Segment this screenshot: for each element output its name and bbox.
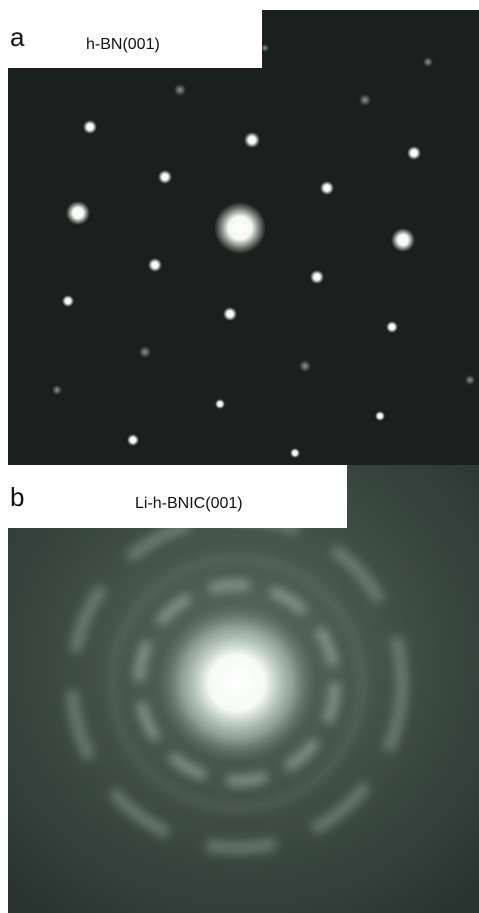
panel-label: h-BN(001): [86, 36, 160, 53]
panel-letter: b: [10, 482, 24, 512]
page: a h-BN(001) b Li-h-BNIC(001) (() => { co…: [0, 0, 479, 913]
panel-label: Li-h-BNIC(001): [135, 495, 243, 512]
panel-letter: a: [10, 22, 25, 52]
figure: a h-BN(001) b Li-h-BNIC(001): [0, 0, 479, 913]
label-box-a: [0, 0, 262, 68]
central-beam: [157, 603, 317, 763]
